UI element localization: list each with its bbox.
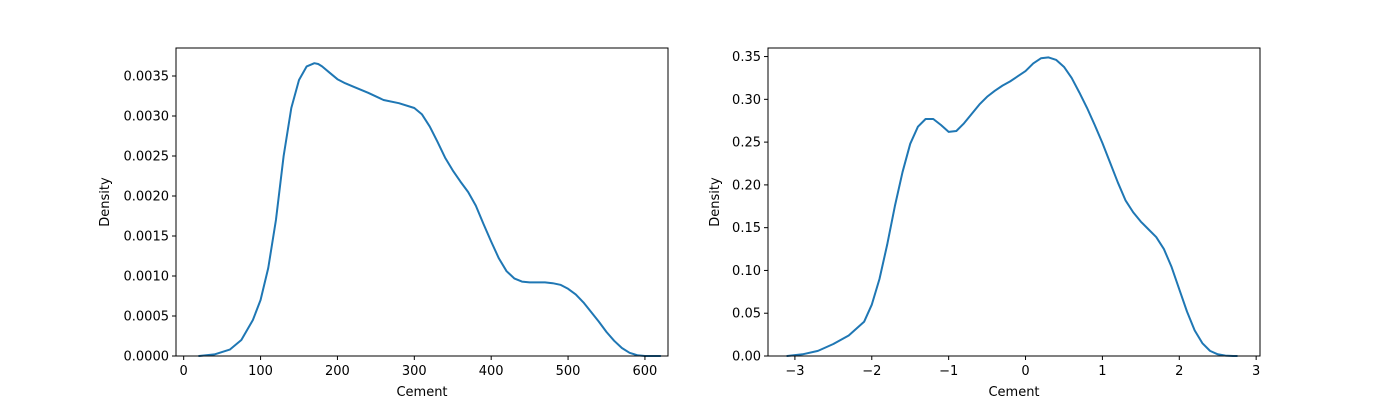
kde-density-line [198, 62, 662, 357]
x-tick-label: −1 [939, 364, 958, 379]
x-tick-label: 400 [479, 364, 504, 379]
y-axis-label: Density [708, 177, 723, 227]
x-tick-label: 100 [248, 364, 273, 379]
y-tick-label: 0.05 [732, 307, 761, 322]
y-tick-label: 0.0000 [124, 350, 170, 365]
x-tick-label: −3 [785, 364, 804, 379]
x-tick-label: 200 [325, 364, 350, 379]
y-tick-label: 0.0030 [124, 110, 170, 125]
y-tick-label: 0.0025 [124, 150, 170, 165]
y-tick-label: 0.0035 [124, 70, 170, 85]
x-tick-label: 0 [180, 364, 188, 379]
y-tick-label: 0.10 [732, 264, 761, 279]
y-tick-label: 0.0005 [124, 310, 170, 325]
chart-panel-1: 0 100 200 300 400 500 600 0.0000 0.0005 0.0010 0.0… [98, 47, 669, 400]
y-tick-label: 0.35 [732, 50, 761, 65]
y-tick-label: 0.00 [732, 350, 761, 365]
y-tick-label: 0.30 [732, 93, 761, 108]
x-axis-label: Cement [396, 385, 447, 400]
y-tick-label: 0.20 [732, 178, 761, 193]
y-tick-label: 0.25 [732, 136, 761, 151]
x-tick-label: 300 [402, 364, 427, 379]
axes-frame [175, 47, 669, 357]
chart-panel-2: −3 −2 −1 0 1 2 3 0.00 0.05 0.10 0.15 0.20 0.25 0.30 0.… [708, 47, 1261, 400]
x-tick-label: 500 [556, 364, 581, 379]
y-tick-label: 0.15 [732, 221, 761, 236]
x-tick-label: 1 [1098, 364, 1106, 379]
x-tick-label: 3 [1252, 364, 1260, 379]
axes-frame [767, 47, 1261, 357]
kde-density-line [786, 56, 1238, 357]
y-tick-label: 0.0020 [124, 190, 170, 205]
y-tick-label: 0.0010 [124, 270, 170, 285]
x-axis-label: Cement [988, 385, 1039, 400]
x-tick-label: 600 [633, 364, 658, 379]
x-tick-label: 2 [1175, 364, 1183, 379]
y-tick-label: 0.0015 [124, 230, 170, 245]
x-tick-label: −2 [862, 364, 881, 379]
y-axis-label: Density [98, 177, 113, 227]
x-tick-label: 0 [1021, 364, 1029, 379]
